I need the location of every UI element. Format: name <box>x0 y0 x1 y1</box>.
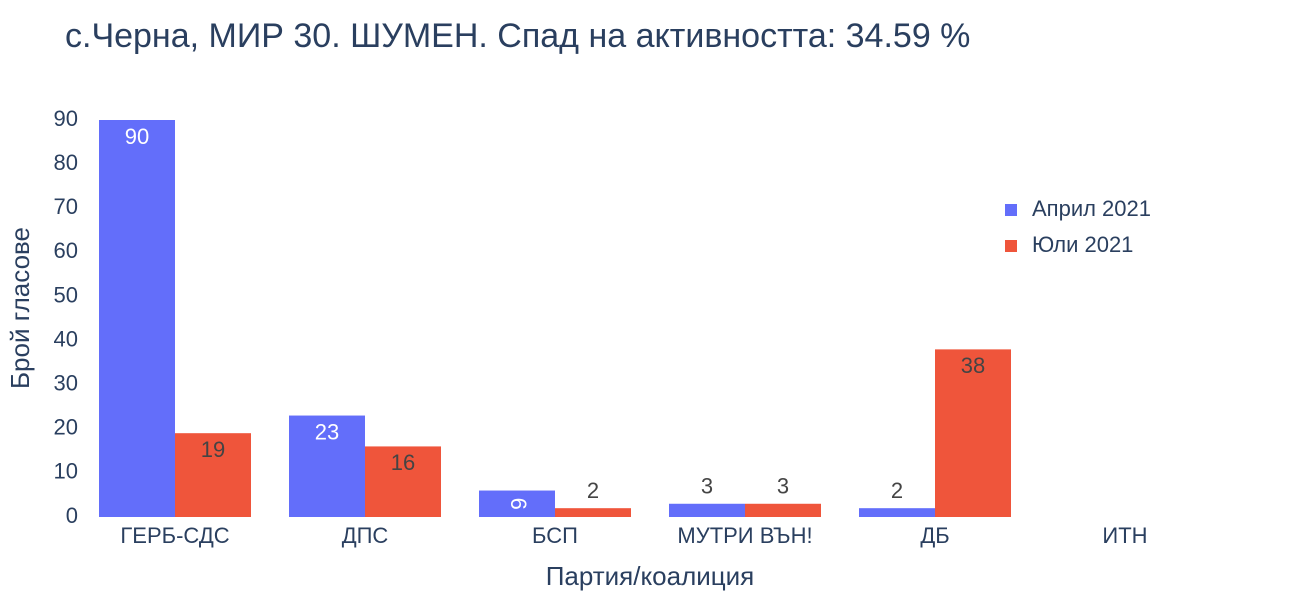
y-tick-label: 60 <box>54 238 78 263</box>
bar <box>99 120 175 517</box>
y-tick-label: 40 <box>54 326 78 351</box>
x-tick-label: ГЕРБ-СДС <box>120 523 229 548</box>
data-label: 90 <box>125 124 149 149</box>
y-tick-label: 30 <box>54 370 78 395</box>
data-label: 6 <box>506 498 531 510</box>
data-label: 23 <box>315 419 339 444</box>
legend-swatch <box>1005 240 1017 252</box>
bar <box>555 508 631 517</box>
legend-swatch <box>1005 204 1017 216</box>
data-label: 3 <box>777 474 789 499</box>
chart-title: с.Черна, МИР 30. ШУМЕН. Спад на активнос… <box>65 17 970 55</box>
x-axis-title: Партия/коалиция <box>546 561 755 591</box>
legend-label: Юли 2021 <box>1032 232 1133 257</box>
x-tick-label: БСП <box>532 523 578 548</box>
y-tick-label: 0 <box>66 503 78 528</box>
data-label: 19 <box>201 437 225 462</box>
data-label: 3 <box>701 474 713 499</box>
data-label: 2 <box>891 478 903 503</box>
x-tick-label: ИТН <box>1102 523 1147 548</box>
y-axis-title: Брой гласове <box>5 227 35 389</box>
bar <box>669 503 745 517</box>
y-tick-label: 50 <box>54 282 78 307</box>
x-tick-label: ДПС <box>342 523 389 548</box>
bar <box>479 490 555 517</box>
data-label: 16 <box>391 450 415 475</box>
bar <box>175 433 251 517</box>
y-tick-label: 20 <box>54 415 78 440</box>
bar <box>935 349 1011 517</box>
x-tick-label: ДБ <box>920 523 949 548</box>
y-tick-label: 90 <box>54 106 78 131</box>
legend-label: Април 2021 <box>1032 196 1151 221</box>
bar <box>365 446 441 517</box>
y-tick-label: 10 <box>54 459 78 484</box>
bar <box>859 508 935 517</box>
y-tick-label: 70 <box>54 194 78 219</box>
bar <box>745 503 821 517</box>
x-tick-label: МУТРИ ВЪН! <box>677 523 812 548</box>
data-label: 38 <box>961 353 985 378</box>
data-label: 2 <box>587 478 599 503</box>
y-tick-label: 80 <box>54 150 78 175</box>
bar <box>289 415 365 517</box>
